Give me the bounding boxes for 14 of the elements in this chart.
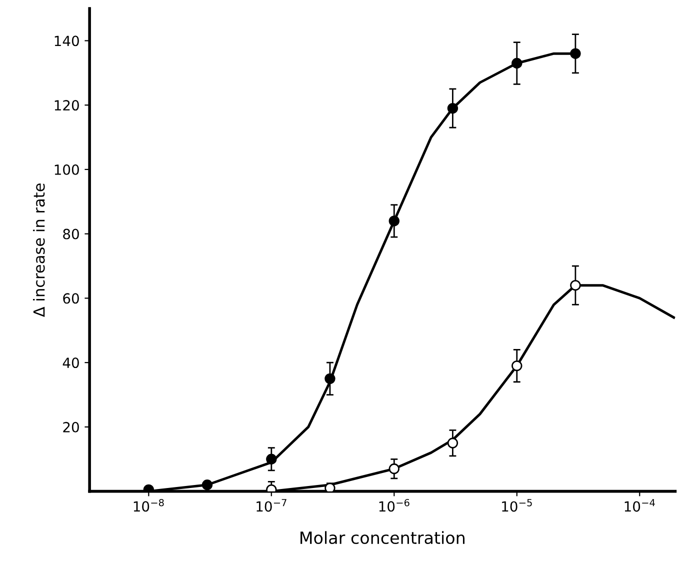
- y-tick-label: 80: [63, 228, 79, 240]
- y-tick-label: 20: [63, 422, 79, 432]
- y-axis-title: Δ increase in rate: [32, 184, 45, 317]
- x-tick-label: 10$^{−6}$: [379, 498, 410, 512]
- x-tick-label: 10$^{−8}$: [134, 498, 164, 512]
- x-axis-title: Molar concentration: [300, 531, 464, 544]
- y-tick-label: 100: [54, 164, 79, 175]
- x-tick-label: 10$^{−4}$: [624, 499, 655, 512]
- x-tick-label: 10$^{−5}$: [502, 499, 532, 512]
- y-tick-label: 40: [62, 358, 79, 368]
- y-tick-label: 120: [54, 100, 79, 111]
- y-tick-label: 60: [63, 293, 79, 304]
- x-tick-label: 10$^{−7}$: [256, 499, 286, 512]
- y-tick-label: 140: [54, 36, 79, 46]
